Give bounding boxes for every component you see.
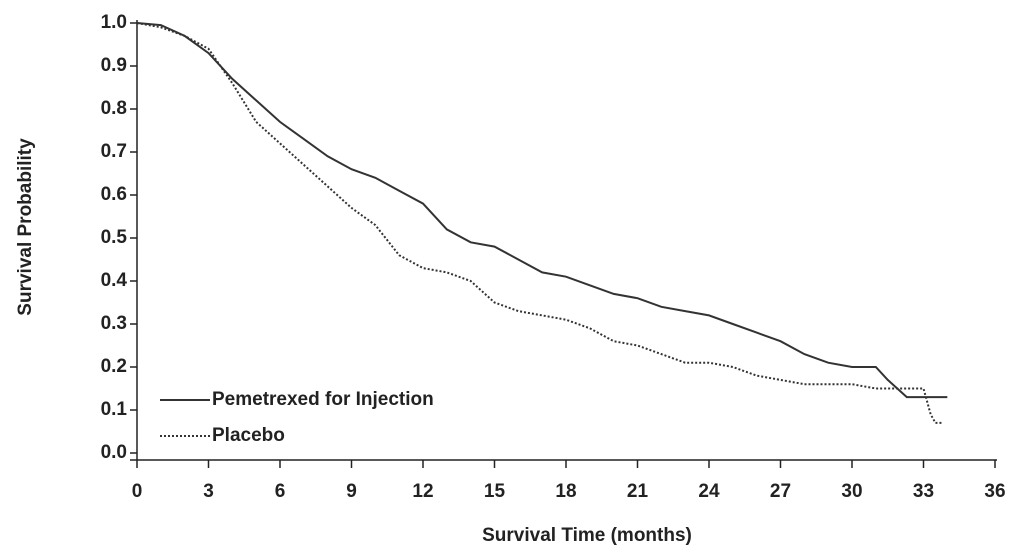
y-tick-label: 1.0 [101, 12, 127, 33]
x-tick-label: 21 [627, 481, 649, 502]
legend-label: Pemetrexed for Injection [212, 389, 434, 410]
y-tick-label: 0.8 [101, 98, 127, 119]
y-axis-label: Survival Probability [15, 138, 36, 316]
x-axis-label: Survival Time (months) [482, 525, 692, 546]
x-tick-label: 6 [275, 481, 286, 502]
x-tick-label: 12 [412, 481, 433, 502]
x-tick-label: 15 [484, 481, 506, 502]
y-tick-label: 0.4 [101, 270, 128, 291]
x-tick-label: 33 [913, 481, 934, 502]
y-tick-label: 0.1 [101, 399, 128, 420]
survival-line [136, 22, 943, 424]
x-tick-label: 36 [984, 481, 1005, 502]
y-tick-label: 0.7 [101, 141, 127, 162]
survival-line [136, 22, 948, 399]
y-tick-label: 0.2 [101, 356, 127, 377]
x-tick-label: 18 [555, 481, 576, 502]
x-tick-label: 24 [698, 481, 720, 502]
y-tick-label: 0.6 [101, 184, 127, 205]
x-tick-label: 3 [203, 481, 214, 502]
y-tick-label: 0.9 [101, 55, 127, 76]
x-tick-label: 9 [346, 481, 357, 502]
y-tick-label: 0.0 [101, 442, 127, 463]
x-tick-label: 30 [841, 481, 862, 502]
y-tick-label: 0.3 [101, 313, 127, 334]
legend-label: Placebo [212, 425, 285, 446]
x-tick-label: 27 [770, 481, 791, 502]
y-tick-label: 0.5 [101, 227, 128, 248]
x-tick-label: 0 [132, 481, 143, 502]
